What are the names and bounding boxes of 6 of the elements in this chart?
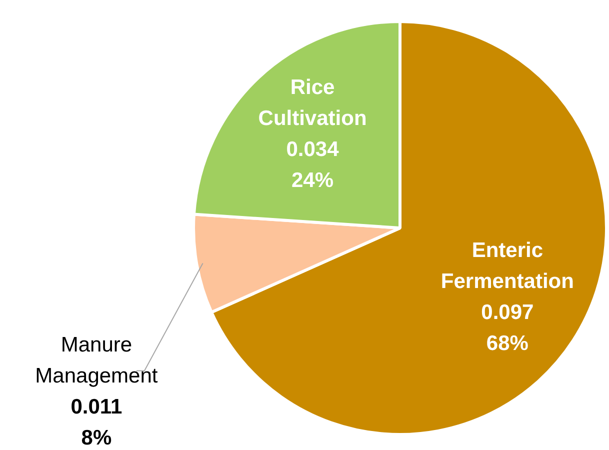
data-label: 0.034 24%: [286, 138, 340, 192]
slice-label: Manure Management: [35, 334, 158, 388]
data-label: 0.097 68%: [481, 300, 534, 355]
data-label: 0.011 8%: [70, 396, 122, 450]
slice-label: Rice Cultivation: [258, 76, 367, 130]
slice-label: Enteric Fermentation: [440, 238, 574, 293]
